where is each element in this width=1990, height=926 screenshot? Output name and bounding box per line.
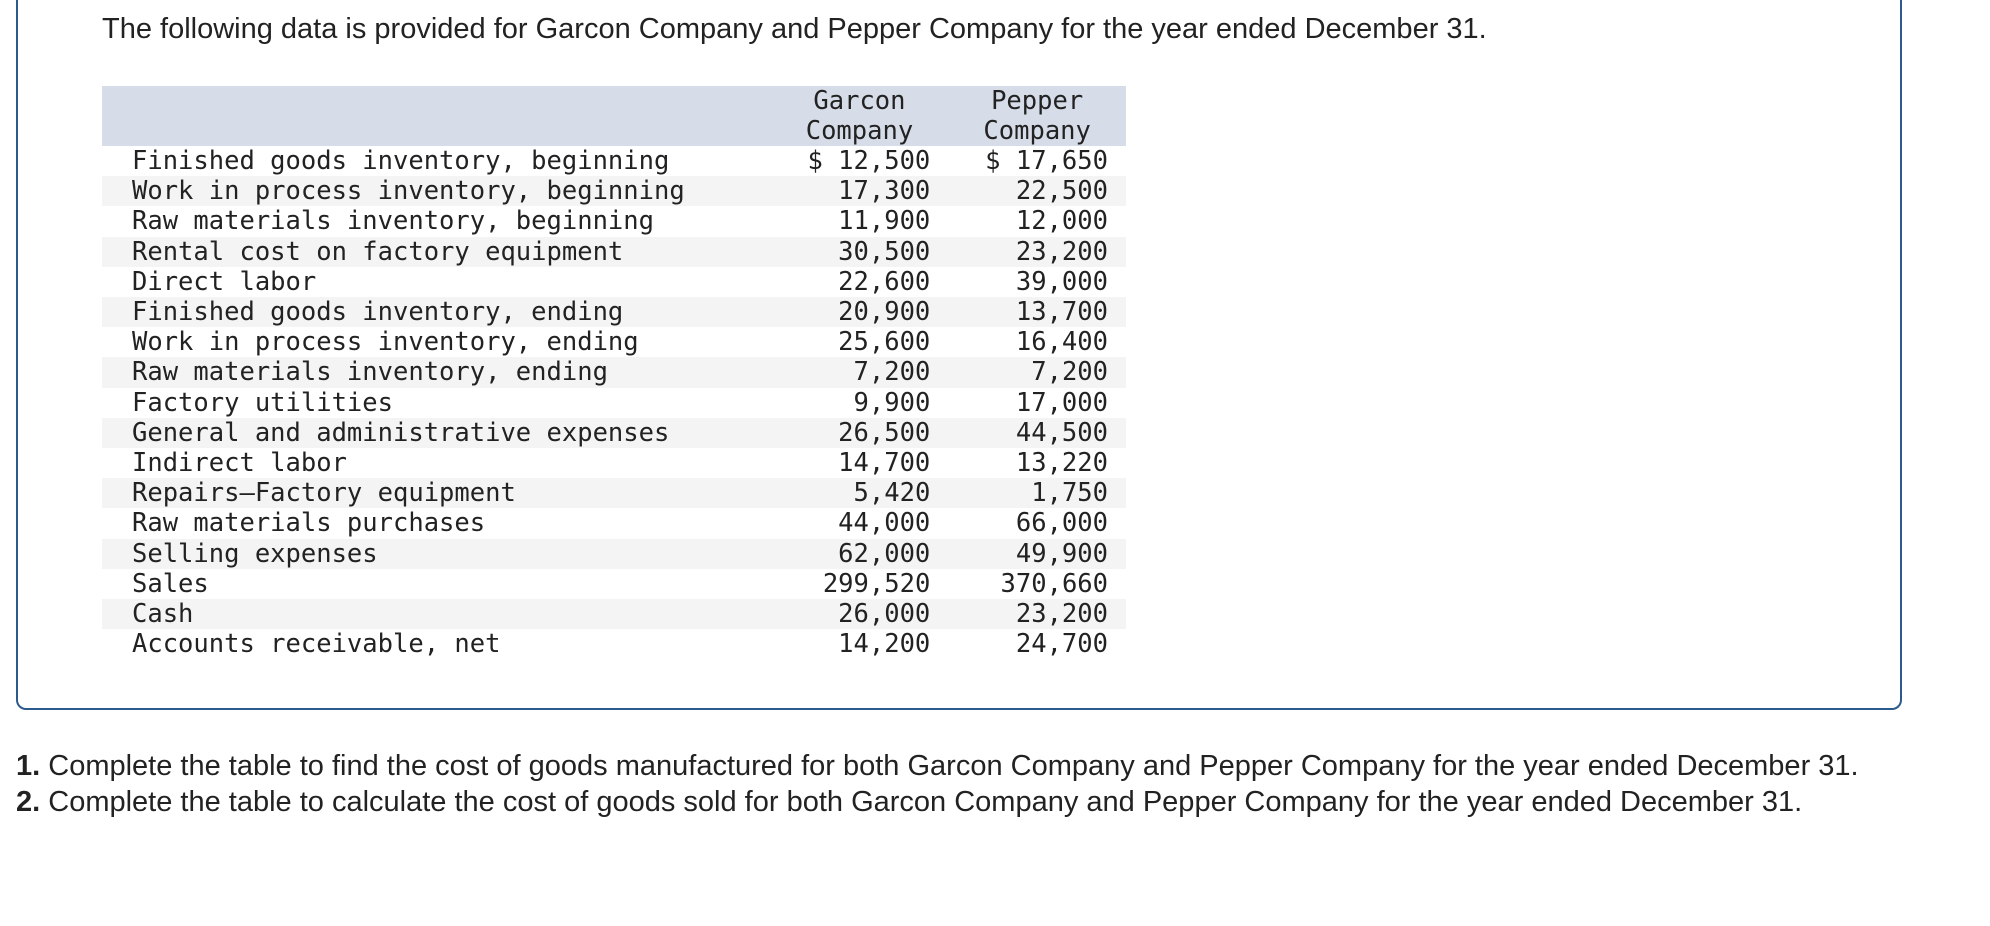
garcon-value: 14,200 [838,629,931,660]
question-2-text: Complete the table to calculate the cost… [40,786,1803,818]
pepper-value: 370,660 [1000,568,1108,599]
table-row: Sales 299,520 370,660 [102,569,1126,599]
garcon-value: 20,900 [838,297,931,328]
table-row: Repairs—Factory equipment 5,420 1,750 [102,478,1126,509]
garcon-header-line2: Company [805,116,914,146]
garcon-value: 25,600 [838,327,931,358]
pepper-value: 1,750 [1031,478,1108,509]
table-header-row: Garcon Company Pepper Company [102,86,1126,146]
pepper-value: 12,000 [1015,206,1108,237]
row-label: Factory utilities [132,387,393,418]
row-label: Work in process inventory, beginning [132,176,685,207]
pepper-header-line2: Company [983,116,1091,146]
garcon-value: 9,900 [853,387,931,418]
question-1-number: 1. [16,750,41,782]
garcon-value: 11,900 [838,206,931,237]
row-label: Raw materials inventory, ending [132,357,608,388]
table-row: Selling expenses 62,000 49,900 [102,538,1126,569]
pepper-value: 17,000 [1015,387,1108,418]
pepper-value: 23,200 [1015,599,1108,630]
table-row: Raw materials inventory, ending 7,200 7,20… [102,357,1126,388]
garcon-value: $ 12,500 [807,146,931,176]
table-row: General and administrative expenses 26,50… [102,417,1126,449]
table-row: Work in process inventory, beginning 17,3… [102,176,1126,207]
question-1-text: Complete the table to find the cost of g… [40,750,1859,782]
company-data-table: Garcon Company Pepper Company Finished g… [102,86,1126,659]
table-row: Finished goods inventory, beginning $ 12,… [102,146,1126,176]
table-row: Accounts receivable, net 14,200 24,700 [102,629,1126,659]
problem-data-panel [16,0,1902,710]
question-2: 2. Complete the table to calculate the c… [16,784,1896,820]
row-label: Accounts receivable, net [132,629,501,660]
row-label: Finished goods inventory, beginning [132,146,670,176]
row-label: Raw materials inventory, beginning [132,206,654,237]
row-label: Rental cost on factory equipment [132,236,624,267]
table-row: Indirect labor 14,700 13,220 [102,448,1126,478]
pepper-value: 16,400 [1015,327,1108,358]
garcon-value: 26,500 [838,417,931,448]
row-label: Sales [132,568,209,599]
row-label: General and administrative expenses [132,417,670,448]
table-row: Work in process inventory, ending 25,600 1… [102,327,1126,357]
row-label: Work in process inventory, ending [132,327,639,358]
row-label: Indirect labor [132,448,347,479]
table-row: Raw materials inventory, beginning 11,900… [102,206,1126,236]
garcon-value: 5,420 [853,478,931,509]
garcon-value: 299,520 [822,568,931,599]
row-label: Repairs—Factory equipment [132,478,516,509]
questions-section: 1. Complete the table to find the cost o… [16,748,1896,820]
pepper-value: 49,900 [1015,538,1108,569]
question-1: 1. Complete the table to find the cost o… [16,748,1896,784]
table-row: Rental cost on factory equipment 30,500 23… [102,236,1126,267]
table-row: Cash 26,000 23,200 [102,599,1126,630]
pepper-header-line1: Pepper [991,86,1084,116]
table-body: Finished goods inventory, beginning $ 12,… [102,146,1126,659]
table-row: Factory utilities 9,900 17,000 [102,388,1126,418]
table-row: Finished goods inventory, ending 20,900 13… [102,297,1126,328]
garcon-value: 62,000 [838,538,931,569]
pepper-value: 24,700 [1015,629,1108,660]
garcon-value: 30,500 [838,236,931,267]
row-label: Finished goods inventory, ending [132,297,624,328]
garcon-value: 26,000 [838,599,931,630]
pepper-value: 13,700 [1015,297,1108,328]
pepper-value: 66,000 [1015,508,1108,539]
item-column-header [102,86,771,146]
pepper-value: 22,500 [1015,176,1108,207]
table-row: Raw materials purchases 44,000 66,000 [102,508,1126,538]
garcon-value: 44,000 [838,508,931,539]
row-label: Raw materials purchases [132,508,486,539]
garcon-value: 22,600 [838,266,931,297]
pepper-value: 7,200 [1031,357,1108,388]
garcon-header-line1: Garcon [813,86,906,116]
pepper-value: $ 17,650 [985,146,1108,176]
garcon-value: 14,700 [838,448,931,479]
table-row: Direct labor 22,600 39,000 [102,267,1126,297]
pepper-value: 13,220 [1015,448,1108,479]
row-label: Selling expenses [132,538,378,569]
row-label: Cash [132,599,194,630]
pepper-value: 23,200 [1015,236,1108,267]
pepper-value: 44,500 [1015,417,1108,448]
pepper-value: 39,000 [1015,266,1108,297]
garcon-value: 17,300 [838,176,931,207]
garcon-column-header: Garcon Company [771,86,949,146]
question-2-number: 2. [16,786,41,818]
pepper-column-header: Pepper Company [948,86,1126,146]
intro-text: The following data is provided for Garco… [102,13,1487,45]
garcon-value: 7,200 [853,357,931,388]
row-label: Direct labor [132,266,317,297]
